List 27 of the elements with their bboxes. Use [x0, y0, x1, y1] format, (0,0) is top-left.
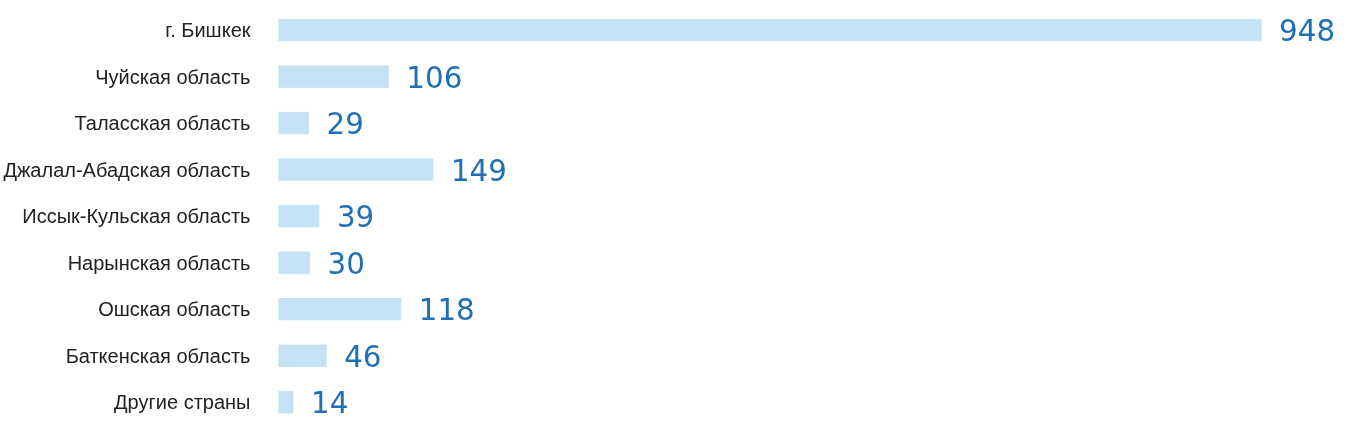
- data-label: 106: [406, 60, 463, 95]
- bar: [278, 344, 327, 367]
- data-label: 46: [344, 339, 382, 374]
- bar: [278, 111, 310, 135]
- data-label: 14: [311, 386, 349, 421]
- y-tick-label: Таласская область: [74, 112, 251, 135]
- bar: [278, 158, 434, 181]
- data-label: 149: [450, 153, 507, 188]
- y-tick-label: Иссык-Кульская область: [22, 205, 251, 228]
- bar: [278, 391, 294, 414]
- bar: [278, 251, 311, 274]
- data-label: 118: [418, 293, 475, 328]
- y-tick-label: Другие страны: [114, 391, 251, 414]
- data-label: 29: [326, 107, 364, 142]
- y-tick-label: Нарынская область: [67, 251, 251, 274]
- y-tick-label: Чуйская область: [95, 65, 251, 88]
- y-tick-label: Джалал-Абадская область: [3, 158, 251, 181]
- bar: [278, 18, 1262, 42]
- bar: [278, 65, 389, 88]
- y-tick-label: Баткенская область: [65, 344, 251, 367]
- y-tick-label: Ошская область: [98, 298, 251, 321]
- bar: [278, 298, 402, 321]
- y-tick-label: г. Бишкек: [165, 19, 251, 42]
- bar: [278, 204, 320, 228]
- data-label: 39: [336, 200, 375, 235]
- data-label: 948: [1279, 14, 1336, 49]
- data-label: 30: [327, 246, 365, 281]
